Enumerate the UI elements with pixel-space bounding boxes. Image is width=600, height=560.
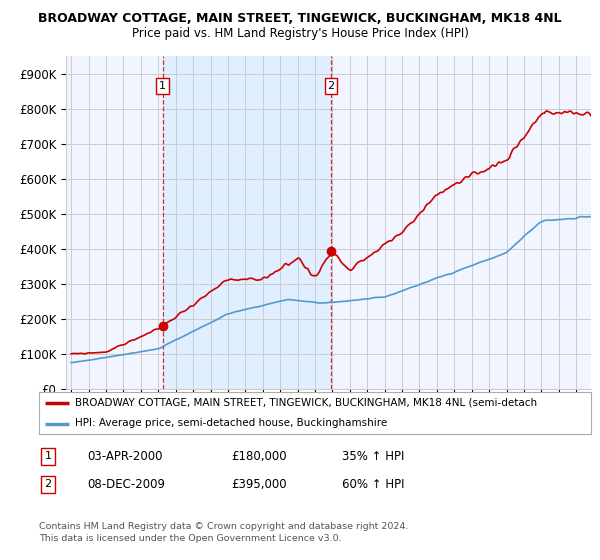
Text: £395,000: £395,000 [231, 478, 287, 491]
Text: 1: 1 [159, 81, 166, 91]
Text: 1: 1 [44, 451, 52, 461]
Text: Price paid vs. HM Land Registry's House Price Index (HPI): Price paid vs. HM Land Registry's House … [131, 27, 469, 40]
Text: 08-DEC-2009: 08-DEC-2009 [87, 478, 165, 491]
Text: 2: 2 [328, 81, 335, 91]
Text: 35% ↑ HPI: 35% ↑ HPI [342, 450, 404, 463]
Text: £180,000: £180,000 [231, 450, 287, 463]
Text: This data is licensed under the Open Government Licence v3.0.: This data is licensed under the Open Gov… [39, 534, 341, 543]
Text: 60% ↑ HPI: 60% ↑ HPI [342, 478, 404, 491]
Text: Contains HM Land Registry data © Crown copyright and database right 2024.: Contains HM Land Registry data © Crown c… [39, 522, 409, 531]
Text: HPI: Average price, semi-detached house, Buckinghamshire: HPI: Average price, semi-detached house,… [75, 418, 387, 428]
Text: 03-APR-2000: 03-APR-2000 [87, 450, 163, 463]
Text: 2: 2 [44, 479, 52, 489]
Text: BROADWAY COTTAGE, MAIN STREET, TINGEWICK, BUCKINGHAM, MK18 4NL: BROADWAY COTTAGE, MAIN STREET, TINGEWICK… [38, 12, 562, 25]
Text: BROADWAY COTTAGE, MAIN STREET, TINGEWICK, BUCKINGHAM, MK18 4NL (semi-detach: BROADWAY COTTAGE, MAIN STREET, TINGEWICK… [75, 398, 537, 408]
Bar [163, 56, 331, 389]
